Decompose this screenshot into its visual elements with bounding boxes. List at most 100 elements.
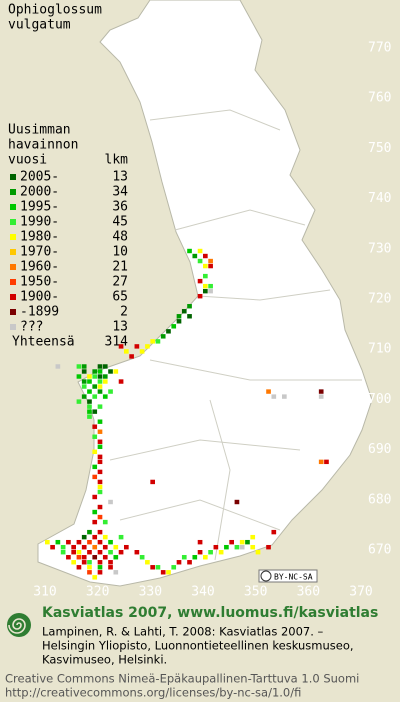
legend-header: havainnon (8, 138, 78, 153)
occurrence-square (208, 258, 213, 264)
occurrence-square (197, 278, 203, 284)
occurrence-square (102, 364, 108, 369)
occurrence-square (266, 389, 271, 394)
occurrence-square (203, 263, 208, 269)
occurrence-square (92, 384, 98, 389)
occurrence-square (203, 283, 208, 289)
occurrence-square (92, 474, 98, 480)
occurrence-square (239, 544, 245, 550)
legend-period: 1970- (20, 245, 59, 260)
occurrence-square (97, 565, 103, 570)
occurrence-square (208, 263, 213, 269)
occurrence-square (102, 394, 108, 399)
occurrence-square (76, 565, 82, 570)
occurrence-square (97, 539, 103, 545)
occurrence-square (92, 449, 98, 455)
legend-swatch (10, 219, 16, 225)
occurrence-square (87, 539, 92, 545)
occurrence-square (139, 555, 145, 560)
occurrence-square (92, 509, 98, 515)
occurrence-square (155, 339, 161, 344)
title: Ophioglossum (8, 3, 102, 18)
citation: Helsingin Yliopisto, Luonnontieteellinen… (42, 639, 354, 653)
occurrence-square (113, 570, 119, 575)
occurrence-square (234, 499, 240, 505)
occurrence-square (176, 314, 182, 319)
title: vulgatum (8, 18, 71, 33)
occurrence-square (102, 379, 108, 384)
occurrence-square (92, 434, 98, 439)
occurrence-square (181, 555, 187, 560)
y-tick-label: 670 (368, 543, 391, 558)
occurrence-square (97, 529, 103, 535)
occurrence-square (71, 560, 76, 565)
occurrence-square (87, 389, 92, 394)
occurrence-square (97, 469, 103, 475)
occurrence-square (102, 519, 108, 525)
occurrence-square (55, 364, 61, 369)
occurrence-square (87, 560, 92, 565)
legend-period: 1980- (20, 230, 59, 245)
occurrence-square (81, 369, 87, 374)
occurrence-square (76, 364, 82, 369)
legend-swatch (10, 189, 16, 195)
occurrence-square (150, 565, 155, 570)
occurrence-square (81, 384, 87, 389)
occurrence-square (92, 464, 98, 470)
legend-period: 2000- (20, 185, 59, 200)
occurrence-square (192, 555, 198, 560)
occurrence-square (197, 293, 203, 299)
legend-count: 48 (112, 230, 128, 245)
legend-count: 45 (112, 215, 128, 230)
occurrence-square (81, 555, 87, 560)
occurrence-square (139, 349, 145, 354)
legend-count: 13 (112, 170, 128, 185)
occurrence-square (234, 544, 240, 550)
occurrence-square (102, 544, 108, 550)
legend-swatch (10, 204, 16, 210)
y-tick-label: 740 (368, 191, 391, 206)
occurrence-square (55, 539, 61, 545)
badge-text: BY-NC-SA (274, 573, 313, 582)
y-tick-label: 750 (368, 141, 391, 156)
legend-header: vuosi (8, 153, 47, 168)
occurrence-square (108, 389, 113, 394)
occurrence-square (282, 394, 287, 399)
occurrence-square (134, 550, 140, 555)
occurrence-square (108, 550, 113, 555)
y-tick-label: 710 (368, 342, 391, 357)
occurrence-square (134, 344, 140, 349)
occurrence-square (124, 349, 129, 354)
legend-swatch (10, 234, 16, 240)
occurrence-square (118, 344, 124, 349)
legend-period: 1960- (20, 260, 59, 275)
occurrence-square (318, 389, 324, 394)
citation: Lampinen, R. & Lahti, T. 2008: Kasviatla… (42, 625, 324, 639)
badge-box (258, 569, 318, 583)
occurrence-square (187, 248, 192, 254)
x-tick-label: 340 (191, 585, 214, 600)
occurrence-square (81, 560, 87, 565)
occurrence-square (166, 329, 171, 334)
occurrence-square (87, 529, 92, 535)
x-tick-label: 350 (244, 585, 267, 600)
y-tick-label: 760 (368, 91, 391, 106)
occurrence-square (208, 288, 213, 294)
occurrence-square (166, 570, 171, 575)
legend-swatch (10, 279, 16, 285)
x-tick-label: 320 (86, 585, 109, 600)
occurrence-square (176, 319, 182, 324)
occurrence-square (187, 314, 192, 319)
legend-swatch (10, 174, 16, 180)
occurrence-square (76, 374, 82, 379)
occurrence-square (87, 570, 92, 575)
legend-count: 2 (120, 305, 128, 320)
occurrence-square (218, 550, 224, 555)
occurrence-square (97, 419, 103, 424)
occurrence-square (87, 565, 92, 570)
occurrence-square (81, 364, 87, 369)
occurrence-square (224, 544, 229, 550)
x-tick-label: 360 (297, 585, 320, 600)
legend-period: 1990- (20, 215, 59, 230)
